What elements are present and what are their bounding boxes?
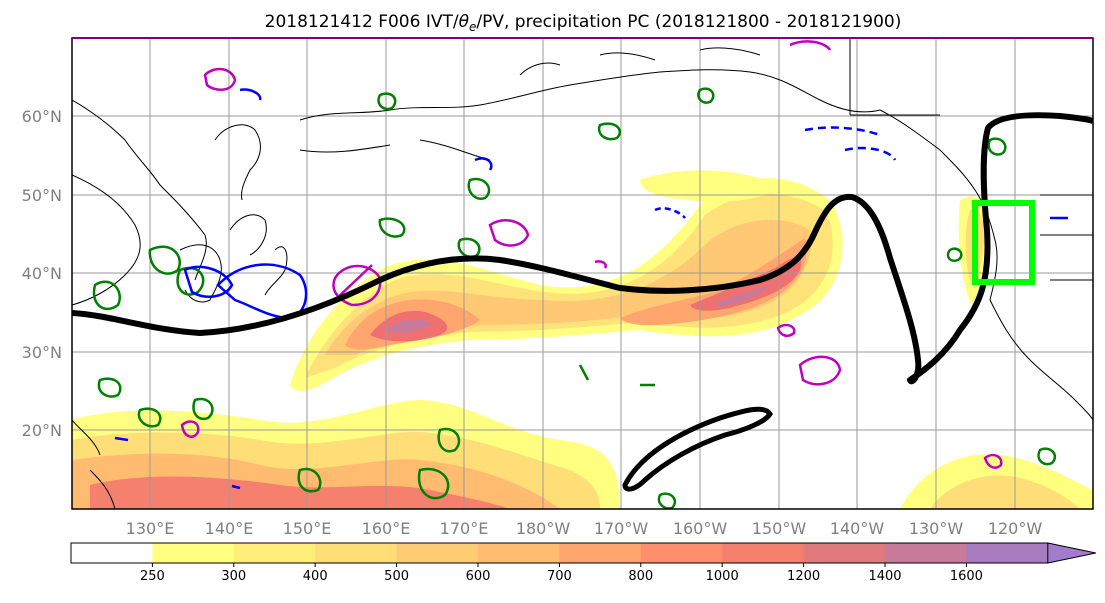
lat-label: 20°N bbox=[22, 421, 62, 440]
lat-label: 50°N bbox=[22, 186, 62, 205]
analysis-region-box bbox=[972, 200, 1035, 285]
colorbar-tick-label: 1600 bbox=[950, 569, 983, 584]
colorbar-tick-label: 1200 bbox=[787, 569, 820, 584]
figure-title: 2018121412 F006 IVT/θe/PV, precipitation… bbox=[265, 12, 902, 34]
lon-label: 140°W bbox=[830, 519, 885, 538]
latitude-labels: 60°N 50°N 40°N 30°N 20°N bbox=[22, 107, 62, 440]
lon-label: 150°W bbox=[752, 519, 807, 538]
colorbar-tick-label: 800 bbox=[628, 569, 653, 584]
colorbar-segment bbox=[966, 543, 1049, 563]
colorbar-tick-label: 600 bbox=[466, 569, 491, 584]
lon-label: 170°W bbox=[594, 519, 649, 538]
colorbar-segment bbox=[640, 543, 723, 563]
colorbar: 250 300 400 500 600 700 800 1000 1200 1400 1600 bbox=[70, 542, 1096, 584]
colorbar-tick-label: 250 bbox=[140, 569, 165, 584]
lon-label: 170°E bbox=[440, 519, 489, 538]
colorbar-segment bbox=[71, 543, 153, 563]
lat-label: 60°N bbox=[22, 107, 62, 126]
colorbar-segment bbox=[885, 543, 967, 563]
colorbar-segment bbox=[396, 543, 479, 563]
lat-label: 30°N bbox=[22, 343, 62, 362]
colorbar-segment bbox=[315, 543, 398, 563]
colorbar-segment bbox=[233, 543, 316, 563]
map-panel bbox=[72, 38, 1093, 509]
lon-label: 160°W bbox=[673, 519, 728, 538]
theta-e-positive-contours bbox=[180, 40, 1003, 469]
lon-label: 160°E bbox=[362, 519, 411, 538]
lon-label: 140°E bbox=[205, 519, 254, 538]
colorbar-segment bbox=[559, 543, 642, 563]
lon-label: 130°W bbox=[909, 519, 964, 538]
map-gridlines bbox=[72, 38, 1093, 509]
colorbar-extend-arrow bbox=[1047, 542, 1096, 564]
coastlines bbox=[72, 38, 1093, 509]
colorbar-tick-label: 1000 bbox=[706, 569, 739, 584]
colorbar-tick-label: 500 bbox=[384, 569, 409, 584]
lon-label: 130°E bbox=[126, 519, 175, 538]
theta-e-negative-contours bbox=[114, 88, 1068, 490]
lon-label: 150°E bbox=[283, 519, 332, 538]
pc-contour bbox=[72, 112, 1093, 385]
lon-label: 120°W bbox=[988, 519, 1043, 538]
colorbar-segment bbox=[152, 543, 235, 563]
lat-label: 40°N bbox=[22, 264, 62, 283]
pc-contour-loop bbox=[622, 406, 773, 492]
colorbar-tick-label: 300 bbox=[221, 569, 246, 584]
colorbar-tick-label: 400 bbox=[303, 569, 328, 584]
colorbar-segment bbox=[722, 543, 805, 563]
lon-label: 180°W bbox=[516, 519, 571, 538]
colorbar-tick-label: 1400 bbox=[868, 569, 901, 584]
colorbar-tick-label: 700 bbox=[547, 569, 572, 584]
colorbar-segment bbox=[803, 543, 886, 563]
ivt-shading bbox=[72, 170, 1093, 509]
colorbar-segment bbox=[478, 543, 560, 563]
longitude-labels: 130°E 140°E 150°E 160°E 170°E 180°W 170°… bbox=[126, 519, 1043, 538]
